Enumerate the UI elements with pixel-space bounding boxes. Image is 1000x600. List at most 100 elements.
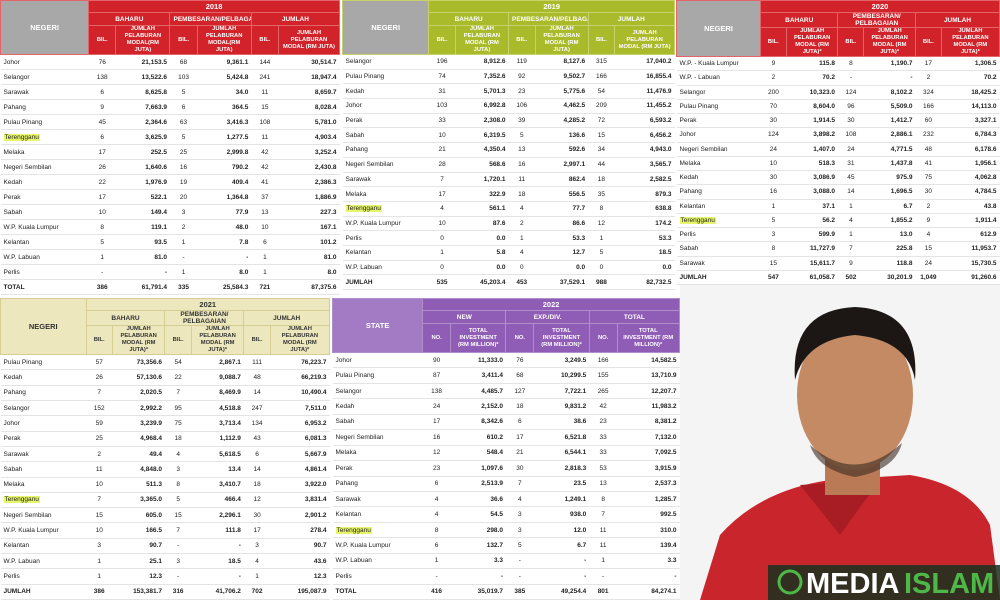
cell: 278.4 bbox=[270, 522, 330, 539]
cell: 87,375.6 bbox=[278, 279, 340, 295]
table-2018: NEGERI2018BAHARUPEMBESARAN/PELBAGAIANJUM… bbox=[0, 0, 340, 295]
state-name: Johor bbox=[342, 98, 429, 114]
table-row: Kelantan 1 5.8 4 12.7 5 18.5 bbox=[342, 245, 675, 261]
state-name: Perak bbox=[342, 113, 429, 129]
cell: 0 bbox=[428, 260, 456, 276]
table-row: Negeri Sembilan 24 1,407.0 24 4,771.5 48 6,178… bbox=[676, 142, 1000, 157]
table-row: JUMLAH 547 61,058.7 502 30,201.9 1,049 91,260.… bbox=[676, 269, 1000, 285]
cell: 108 bbox=[837, 127, 864, 143]
cell: 138 bbox=[88, 69, 116, 85]
cell: 9,831.2 bbox=[533, 398, 590, 415]
cell: 53.3 bbox=[535, 230, 589, 246]
cell: 1,249.1 bbox=[533, 491, 590, 508]
cell: - bbox=[164, 538, 192, 555]
cell: - bbox=[533, 553, 590, 570]
cell: 8,469.9 bbox=[191, 385, 244, 401]
cell: 7 bbox=[589, 506, 617, 523]
cell: 3 bbox=[164, 461, 192, 478]
cell: 15 bbox=[915, 241, 942, 257]
cell: 14 bbox=[837, 184, 864, 200]
table-head: STATE 2022 NEW EXP./DIV. TOTAL NO. TOTAL INVES… bbox=[332, 298, 680, 353]
cell: 3,713.4 bbox=[191, 415, 244, 432]
table-row: W.P. Kuala Lumpur 10 87.6 2 86.6 12 174.2 bbox=[342, 216, 675, 232]
sub-header: JUMLAH PELABURAN MODAL (RM JUTA)* bbox=[111, 325, 166, 355]
table-row: Melaka 12 548.4 21 6,544.1 33 7,092.5 bbox=[332, 445, 680, 462]
table-row: Perak 23 1,097.6 30 2,818.3 53 3,915.9 bbox=[332, 460, 680, 477]
cell: 3 bbox=[169, 204, 198, 220]
cell: 45 bbox=[88, 114, 116, 130]
state-name: Pulau Pinang bbox=[0, 114, 89, 130]
cell: 12.3 bbox=[270, 568, 330, 585]
cell: 37 bbox=[251, 189, 279, 205]
cell: 5,701.3 bbox=[455, 83, 509, 100]
cell: 26 bbox=[86, 369, 113, 386]
state-name: W.P. Kuala Lumpur bbox=[342, 216, 429, 232]
table-row: Melaka 17 252.5 25 2,999.8 42 3,252.4 bbox=[0, 144, 340, 160]
table-row: Kelantan 4 54.5 3 938.0 7 992.5 bbox=[332, 506, 680, 523]
cell: 17 bbox=[505, 429, 534, 446]
table-row: Melaka 17 322.9 18 556.5 35 879.3 bbox=[342, 186, 675, 202]
cell: 11 bbox=[508, 172, 536, 188]
cell: 1,190.7 bbox=[863, 56, 916, 72]
cell: 5.8 bbox=[455, 245, 509, 261]
cell: 15,611.7 bbox=[786, 256, 838, 271]
cell: 36.6 bbox=[450, 491, 506, 508]
cell: 43.6 bbox=[270, 553, 330, 570]
table-row: Perak 33 2,308.0 39 4,285.2 72 6,593.2 bbox=[342, 113, 675, 129]
cell: 149.4 bbox=[115, 204, 170, 220]
highlighted-state: Terengganu bbox=[3, 496, 40, 504]
photo: MEDIA ISLAM bbox=[680, 285, 1000, 600]
cell: 196 bbox=[428, 54, 456, 70]
cell: - bbox=[863, 70, 916, 86]
cell: 37,529.1 bbox=[535, 274, 589, 290]
cell: 57 bbox=[86, 354, 113, 371]
cell: 265 bbox=[589, 383, 617, 400]
cell: 124 bbox=[837, 85, 864, 100]
table-row: Pulau Pinang 45 2,364.6 63 3,416.3 108 5,781.0 bbox=[0, 114, 340, 130]
group-header: PEMBESARAN/ PELBAGAIAN bbox=[837, 12, 916, 28]
cell: 3,327.1 bbox=[941, 113, 1000, 129]
cell: 87.6 bbox=[455, 216, 509, 232]
cell: 4 bbox=[915, 227, 942, 243]
cell: 4 bbox=[508, 201, 536, 217]
state-name: Pahang bbox=[0, 385, 87, 401]
cell: 0 bbox=[428, 230, 456, 246]
cell: 1,049 bbox=[915, 269, 942, 285]
sub-header: JUMLAH PELABURAN MODAL(RM JUTA) bbox=[196, 25, 252, 55]
cell: 6.7 bbox=[863, 199, 916, 214]
cell: 76 bbox=[505, 352, 534, 369]
cell: 134 bbox=[243, 415, 271, 432]
cell: 592.6 bbox=[535, 142, 589, 158]
state-name: JUMLAH bbox=[0, 583, 87, 600]
cell: 37.1 bbox=[786, 199, 838, 214]
cell: 115.8 bbox=[786, 56, 838, 72]
cell: 7 bbox=[86, 385, 113, 401]
cell: 200 bbox=[760, 85, 787, 100]
cell: 10 bbox=[251, 219, 279, 235]
group-header: NEW bbox=[422, 310, 507, 324]
state-name: W.P. Kuala Lumpur bbox=[0, 522, 87, 539]
cell: 18 bbox=[508, 186, 536, 202]
cell: 101.2 bbox=[278, 234, 340, 250]
cell: 409.4 bbox=[197, 174, 252, 190]
cell: 10,323.0 bbox=[786, 85, 838, 100]
cell: 1,855.2 bbox=[863, 213, 916, 229]
table-row: Perlis - -1 8.0 1 8.0 bbox=[0, 264, 340, 280]
table-row: Perak 30 1,914.5 30 1,412.7 60 3,327.1 bbox=[676, 113, 1000, 129]
cell: 166 bbox=[915, 99, 942, 115]
group-row: BAHARU PEMBESARAN/ PELBAGAIAN JUMLAH bbox=[677, 12, 1000, 28]
state-name: W.P. Labuan bbox=[342, 260, 429, 276]
cell: 7 bbox=[164, 385, 192, 401]
state-name: Negeri Sembilan bbox=[342, 157, 429, 173]
cell: 13,522.6 bbox=[115, 69, 170, 85]
cell: 13 bbox=[508, 142, 536, 158]
table: STATE 2022 NEW EXP./DIV. TOTAL NO. TOTAL INVES… bbox=[332, 298, 680, 600]
table-row: Johor 59 3,239.9 75 3,713.4 134 6,953.2 bbox=[0, 415, 330, 432]
cell: 127 bbox=[505, 383, 534, 400]
table-body: Pulau Pinang 57 73,356.6 54 2,867.1 111 76,223… bbox=[0, 354, 330, 600]
cell: - bbox=[88, 264, 116, 280]
state-name: Pahang bbox=[676, 184, 761, 200]
cell: 13 bbox=[589, 476, 617, 492]
cell: 49,254.4 bbox=[533, 583, 590, 600]
year-title: 2019 bbox=[428, 0, 675, 13]
